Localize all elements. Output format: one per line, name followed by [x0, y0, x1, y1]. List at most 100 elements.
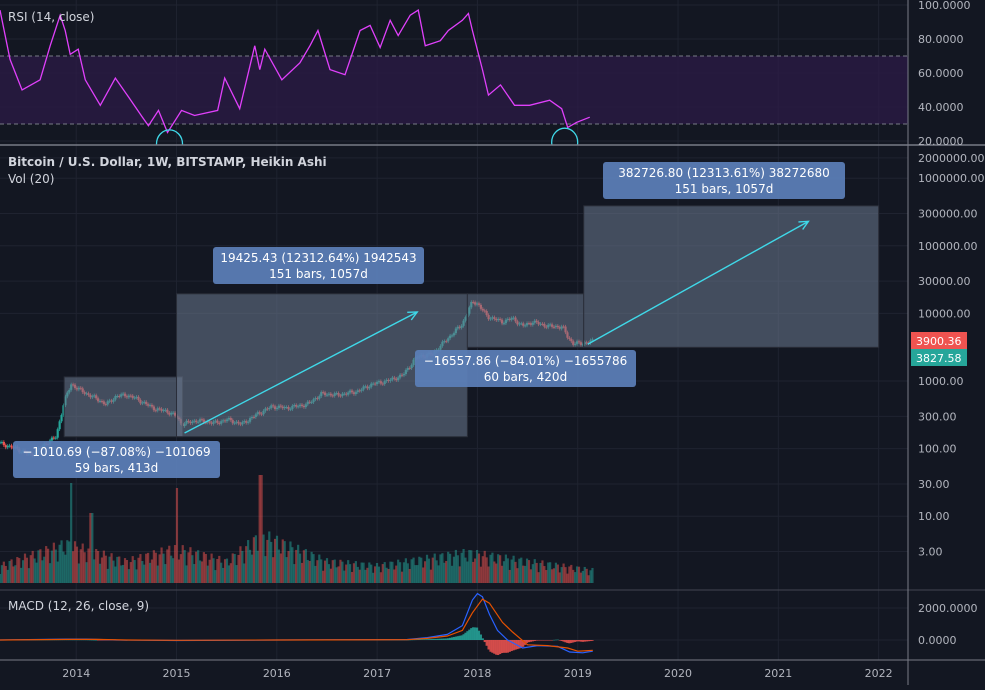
volume-bar [481, 556, 484, 583]
trend-arrow-line[interactable] [184, 311, 418, 434]
macd-title[interactable]: MACD (12, 26, close, 9) [8, 599, 149, 613]
macd-pane[interactable] [0, 592, 594, 656]
time-axis-label[interactable]: 2022 [865, 667, 893, 680]
macd-histogram-bar [443, 638, 446, 640]
candle[interactable] [10, 445, 13, 448]
measure-box[interactable] [466, 293, 585, 348]
rsi-low-circle[interactable] [551, 127, 579, 156]
candle[interactable] [2, 441, 5, 446]
price-axis-label[interactable]: 10.00 [918, 510, 950, 523]
price-axis-label[interactable]: 1000.00 [918, 375, 964, 388]
macd-histogram-bar [95, 639, 98, 641]
volume-bar [270, 541, 273, 583]
time-axis-label[interactable]: 2016 [263, 667, 291, 680]
main-title[interactable]: Bitcoin / U.S. Dollar, 1W, BITSTAMP, Hei… [8, 155, 327, 169]
volume-bar [373, 566, 377, 583]
price-axis-label[interactable]: 100.00 [918, 443, 957, 456]
rsi-line[interactable] [0, 9, 591, 134]
measure-box[interactable] [583, 205, 880, 348]
volume-bar [73, 541, 77, 583]
time-axis-label[interactable]: 2017 [363, 667, 391, 680]
volume-bar [139, 554, 142, 583]
price-axis-label[interactable]: 10000.00 [918, 307, 971, 320]
time-axis-label[interactable]: 2021 [764, 667, 792, 680]
volume-bar [506, 558, 509, 583]
volume-bar [570, 564, 573, 583]
price-axis-label[interactable]: 1000000.00 [918, 172, 984, 185]
volume-bar [364, 569, 367, 583]
volume-bar [347, 560, 350, 583]
time-axis-label[interactable]: 2014 [62, 667, 90, 680]
volume-bar [524, 565, 527, 583]
macd-histogram-bar [441, 638, 444, 640]
signal-line[interactable] [0, 598, 593, 652]
trend-arrow-line[interactable] [587, 220, 809, 345]
candle[interactable] [52, 437, 55, 439]
volume-bar [12, 566, 15, 583]
volume-bar [89, 513, 92, 583]
volume-bar [527, 560, 531, 583]
rsi-low-circle[interactable] [155, 129, 184, 158]
macd-axis-label[interactable]: 0.0000 [918, 634, 957, 647]
rsi-pane[interactable] [0, 9, 908, 158]
rsi-axis-label[interactable]: 60.0000 [918, 67, 964, 80]
volume-bar [435, 560, 438, 583]
candle[interactable] [4, 445, 7, 448]
price-axis-label[interactable]: 100000.00 [918, 240, 978, 253]
price-axis-label[interactable]: 300000.00 [918, 208, 978, 221]
volume-bar [466, 561, 469, 583]
rsi-title[interactable]: RSI (14, close) [8, 10, 94, 24]
volume-bar [479, 566, 482, 583]
price-axis-label[interactable]: 3.00 [918, 546, 943, 559]
price-axis-label[interactable]: 2000000.00 [918, 152, 984, 165]
candle[interactable] [50, 437, 54, 441]
candle[interactable] [56, 429, 59, 438]
macd-histogram-bar [479, 634, 482, 640]
volume-bar [133, 560, 136, 583]
candle[interactable] [8, 445, 11, 447]
time-axis-label[interactable]: 2015 [163, 667, 191, 680]
volume-bar [308, 560, 311, 583]
axes[interactable]: 2014 2015 2016 2017 2018 2019 2020 2021 2022 100.… [62, 0, 984, 680]
candle[interactable] [60, 415, 63, 422]
volume-bar [0, 565, 4, 583]
volume-bar [550, 569, 554, 583]
time-axis-label[interactable]: 2018 [463, 667, 491, 680]
volume-bar [579, 572, 583, 583]
measurement-drawings[interactable]: −1010.69 (−87.08%) −101069 59 bars, 413d 1… [13, 162, 880, 478]
rsi-axis-label[interactable]: 80.0000 [918, 33, 964, 46]
volume-title[interactable]: Vol (20) [8, 172, 54, 186]
volume-bar [289, 541, 292, 583]
macd-histogram-bar [472, 627, 475, 640]
time-axis-label[interactable]: 2019 [564, 667, 592, 680]
macd-histogram-bar [456, 636, 459, 640]
price-axis-label[interactable]: 300.00 [918, 410, 957, 423]
measure-box[interactable] [63, 376, 184, 438]
rsi-axis-label[interactable]: 20.0000 [918, 135, 964, 148]
volume-bar [410, 559, 413, 583]
price-axis-label[interactable]: 30000.00 [918, 275, 971, 288]
volume-bar [422, 567, 425, 583]
candle[interactable] [54, 437, 57, 439]
volume-bar [189, 547, 192, 583]
volume-bar [525, 558, 529, 583]
macd-histogram-bar [539, 640, 542, 641]
candle[interactable] [6, 445, 9, 448]
rsi-axis-label[interactable]: 40.0000 [918, 101, 964, 114]
volume-bar [168, 545, 171, 583]
macd-axis-label[interactable]: 2000.0000 [918, 602, 978, 615]
measure-tooltip-bars: 60 bars, 420d [484, 370, 567, 384]
candle[interactable] [58, 421, 61, 430]
candle[interactable] [0, 442, 2, 444]
candle[interactable] [0, 441, 4, 443]
volume-bar [279, 553, 282, 583]
volume-bar [377, 566, 381, 583]
volume-bar [591, 567, 594, 583]
time-axis-label[interactable]: 2020 [664, 667, 692, 680]
volume-bar [283, 541, 286, 583]
candle[interactable] [62, 405, 65, 416]
rsi-axis-label[interactable]: 100.0000 [918, 0, 971, 12]
volume-bar [400, 571, 404, 583]
price-axis-label[interactable]: 30.00 [918, 478, 950, 491]
